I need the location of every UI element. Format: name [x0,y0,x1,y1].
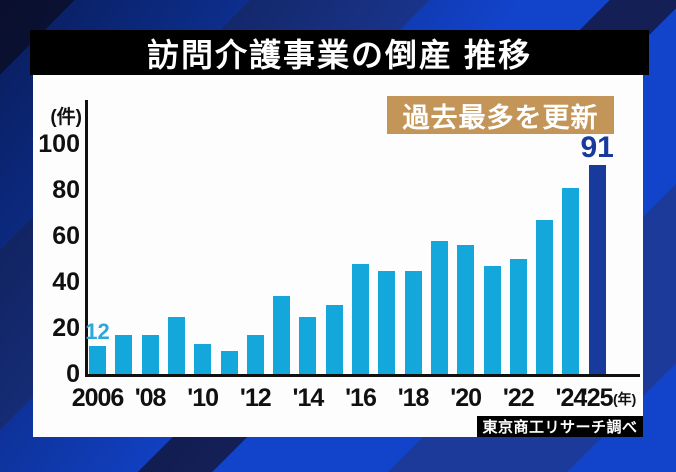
year-suffix-label: (年) [613,391,637,407]
bar [352,263,369,374]
x-axis-line [85,374,640,377]
y-tick-label: 60 [52,222,80,250]
bar [325,305,343,374]
x-tick-label: '08 [134,384,167,412]
bar [141,334,159,374]
y-tick-label: 80 [52,176,80,204]
bar [167,316,185,374]
bar-annotation: 12 [85,319,110,345]
bar [430,240,448,374]
x-tick-label: '22 [502,384,535,412]
y-tick-label: 40 [52,268,80,296]
page-title: 訪問介護事業の倒産 推移 [147,36,532,73]
bar [509,259,527,374]
x-tick-label: '25 [581,384,614,412]
bar [483,265,501,374]
bar [457,245,475,374]
x-tick-label: '18 [397,384,430,412]
bar [246,334,264,374]
y-axis-line [85,100,88,377]
bar [115,334,133,374]
source-tag: 東京商工リサーチ調べ [477,416,643,437]
x-tick-label: '20 [450,384,482,412]
x-tick-label: 2006 [71,384,125,412]
bar [194,344,212,374]
bar [299,316,317,374]
bar [404,270,422,374]
y-axis-unit-label: (件) [50,107,82,128]
bar-highlighted [588,164,606,374]
x-tick-label: '10 [187,384,219,412]
x-tick-label: '14 [292,384,325,412]
bar [562,187,580,374]
x-tick-label: '24 [555,384,588,412]
source-label: 東京商工リサーチ調べ [482,419,638,436]
y-tick-label: 100 [38,130,80,158]
record-badge-label: 過去最多を更新 [402,102,599,133]
record-badge: 過去最多を更新 [387,96,614,134]
x-tick-label: '16 [345,384,377,412]
bar [273,295,291,374]
y-tick-label: 20 [52,314,80,342]
bar [89,346,106,374]
bar [378,270,396,374]
bar [220,351,238,374]
x-tick-label: '12 [239,384,272,412]
bar [536,219,554,374]
y-tick-label: 0 [66,360,80,388]
bar-annotation: 91 [580,130,614,164]
title-bar: 訪問介護事業の倒産 推移 [30,30,649,75]
